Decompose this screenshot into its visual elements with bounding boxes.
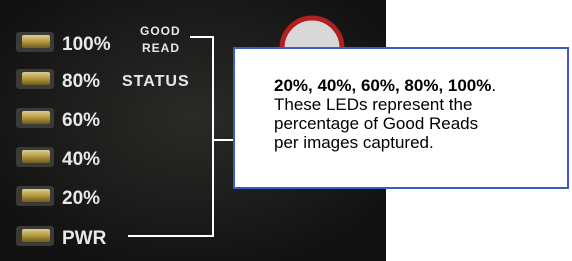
callout-heading-end: .	[491, 76, 496, 95]
led	[22, 229, 50, 242]
led	[22, 72, 50, 85]
callout-line: per images captured.	[274, 133, 434, 152]
led	[22, 150, 50, 163]
status-label: GOOD	[140, 24, 181, 38]
callout-heading-bold: 20%, 40%, 60%, 80%, 100%	[274, 76, 491, 95]
status-label: READ	[142, 41, 180, 55]
screenshot: 100% 80% 60% 40% 20% PWR GOOD READ STATUS 20%…	[0, 0, 572, 261]
callout-line: These LEDs represent the	[274, 95, 472, 114]
led-label: 20%	[62, 188, 100, 209]
led-label: 40%	[62, 149, 100, 170]
led	[22, 35, 50, 48]
led-label: 80%	[62, 71, 100, 92]
led-label: 60%	[62, 110, 100, 131]
callout-line: percentage of Good Reads	[274, 114, 478, 133]
led-label: PWR	[62, 228, 107, 249]
led	[22, 189, 50, 202]
status-label: STATUS	[122, 73, 190, 90]
callout-heading: 20%, 40%, 60%, 80%, 100%.	[274, 76, 496, 95]
led	[22, 111, 50, 124]
led-label: 100%	[62, 34, 111, 55]
